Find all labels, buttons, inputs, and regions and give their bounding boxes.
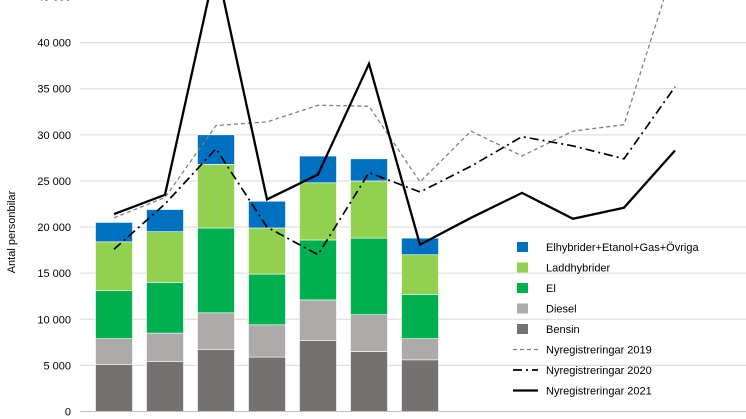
y-tick-label: 10 000: [37, 314, 71, 326]
bar-segment: [248, 200, 286, 229]
bar-segment: [95, 241, 133, 291]
legend-label: El: [546, 283, 556, 295]
bar-segment: [299, 155, 337, 184]
y-tick-label: 35 000: [37, 84, 71, 96]
legend-label: Nyregistreringar 2019: [546, 345, 652, 357]
bar-segment: [197, 134, 235, 165]
y-tick-label: 45 000: [37, 0, 71, 4]
legend-label: Nyregistreringar 2020: [546, 365, 652, 377]
bar-segment: [146, 282, 184, 334]
bar-segment: [350, 314, 388, 352]
bar-segment: [401, 294, 439, 339]
bar-segment: [401, 254, 439, 295]
bar-segment: [248, 273, 286, 326]
bar-segment: [350, 180, 388, 239]
y-axis-tick-labels: 0 5 000 10 000 15 000 20 000 25 000 30 000 35 0…: [37, 0, 71, 419]
legend-swatch: [517, 242, 528, 252]
y-tick-label: 30 000: [37, 130, 71, 142]
bar-segment: [299, 182, 337, 241]
stacked-bars: [95, 134, 439, 412]
legend-label: Laddhybrider: [546, 263, 611, 275]
bar-segment: [95, 338, 133, 365]
legend-swatch: [517, 303, 528, 314]
bar-segment: [401, 338, 439, 361]
y-tick-label: 40 000: [37, 38, 71, 50]
legend-swatch: [517, 283, 528, 293]
legend-label: Nyregistreringar 2021: [546, 386, 652, 398]
bar-segment: [146, 332, 184, 363]
bar-segment: [248, 227, 286, 275]
bar-segment: [197, 312, 235, 351]
line-series-path: [113, 0, 665, 219]
bar-segment: [197, 164, 235, 229]
bar-segment: [95, 290, 133, 339]
y-tick-label: 0: [65, 407, 71, 419]
bar-segment: [146, 209, 184, 232]
legend-label: Bensin: [546, 324, 580, 336]
bar-segment: [248, 356, 286, 412]
bar-segment: [401, 359, 439, 412]
bar-segment: [146, 361, 184, 412]
y-tick-label: 5 000: [43, 360, 71, 372]
y-tick-label: 25 000: [37, 176, 71, 188]
bar-segment: [95, 222, 133, 243]
bar-segment: [197, 349, 235, 412]
line-series-path: [113, 0, 676, 247]
bar-segment: [248, 324, 286, 358]
bar-segment: [299, 340, 337, 412]
legend-swatch: [517, 324, 528, 334]
line-series-path: [113, 86, 676, 256]
bar-segment: [299, 239, 337, 301]
legend-label: Elhybrider+Etanol+Gas+Övriga: [546, 242, 699, 254]
y-tick-label: 15 000: [37, 268, 71, 280]
bar-segment: [350, 351, 388, 412]
legend-swatch: [517, 262, 528, 273]
y-axis-label: Antal personbilar: [6, 190, 18, 273]
bar-segment: [401, 237, 439, 256]
bar-segment: [299, 299, 337, 341]
bar-segment: [95, 364, 133, 412]
legend: Elhybrider+Etanol+Gas+Övriga Laddhybrider…: [513, 242, 699, 398]
bar-segment: [146, 231, 184, 283]
bar-segment: [197, 227, 235, 314]
line-series: [113, 0, 676, 256]
bar-segment: [350, 237, 388, 315]
legend-label: Diesel: [546, 304, 577, 316]
y-tick-label: 20 000: [37, 222, 71, 234]
